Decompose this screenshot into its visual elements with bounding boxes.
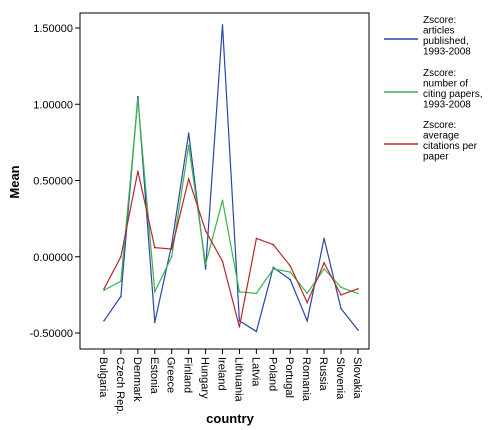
- x-tick-label: Portugal: [283, 357, 295, 398]
- data-point: [137, 98, 139, 101]
- x-tick-label: Finland: [182, 357, 194, 393]
- x-tick-label: Denmark: [131, 357, 143, 402]
- data-point: [137, 95, 139, 98]
- legend-label-line: citations per: [423, 141, 478, 152]
- data-point: [340, 294, 342, 296]
- y-tick-label: 0.50000: [33, 176, 73, 188]
- series-line-2: [103, 99, 359, 295]
- data-point: [289, 271, 292, 273]
- legend-label-line: 1993-2008: [423, 100, 471, 111]
- data-point: [272, 266, 275, 269]
- data-point: [103, 320, 105, 322]
- data-point: [323, 262, 325, 264]
- data-point: [170, 255, 173, 258]
- data-point: [357, 329, 359, 331]
- data-point: [255, 330, 258, 333]
- x-tick-label: Slovenia: [334, 357, 346, 400]
- data-point: [221, 24, 224, 26]
- y-axis-title: Mean: [7, 165, 22, 198]
- legend: Zscore:articlespublished,1993-2008Zscore…: [384, 15, 482, 163]
- x-tick-label: Latvia: [249, 357, 261, 387]
- legend-label-line: paper: [423, 152, 449, 163]
- data-point: [340, 307, 342, 310]
- data-point: [306, 301, 308, 304]
- data-point: [323, 237, 325, 240]
- data-point: [137, 170, 139, 173]
- data-point: [153, 291, 156, 293]
- data-point: [323, 268, 325, 270]
- x-tick-label: Estonia: [148, 357, 160, 395]
- data-point: [153, 246, 156, 249]
- data-point: [272, 268, 275, 270]
- data-point: [306, 292, 308, 295]
- data-point: [221, 260, 224, 263]
- data-point: [204, 263, 207, 266]
- data-point: [153, 321, 156, 324]
- x-tick-label: Russia: [317, 357, 329, 392]
- data-point: [120, 295, 122, 298]
- x-tick-label: Slovakia: [351, 357, 363, 399]
- series-layer: [103, 24, 359, 333]
- data-point: [238, 320, 241, 322]
- legend-label-line: average: [423, 131, 460, 142]
- data-point: [357, 287, 359, 290]
- data-point: [204, 268, 207, 270]
- x-tick-label: Poland: [266, 357, 278, 391]
- x-tick-label: Hungary: [199, 357, 211, 399]
- y-tick-label: 0.00000: [33, 252, 73, 264]
- data-point: [187, 132, 190, 135]
- y-tick-label: -0.50000: [30, 328, 73, 340]
- data-point: [103, 287, 105, 290]
- series-line-3: [103, 171, 359, 328]
- data-point: [289, 278, 292, 281]
- x-tick-label: Greece: [165, 357, 177, 393]
- legend-label-line: Zscore:: [423, 120, 456, 131]
- data-point: [238, 326, 241, 328]
- data-point: [103, 289, 105, 292]
- data-point: [187, 144, 190, 147]
- data-point: [120, 255, 122, 258]
- x-axis-title: country: [206, 411, 254, 426]
- data-point: [255, 237, 258, 240]
- series-line-1: [103, 24, 359, 333]
- y-tick-label: 1.00000: [33, 99, 73, 111]
- legend-label-line: Zscore:: [423, 15, 456, 26]
- legend-label-line: number of: [423, 79, 468, 90]
- data-point: [120, 280, 122, 282]
- data-point: [340, 286, 342, 289]
- x-axis: Bulgaria Czech Rep. Denmark Estonia Greece Fi…: [97, 349, 363, 414]
- legend-label-line: Zscore:: [423, 68, 456, 79]
- data-point: [187, 178, 190, 180]
- legend-label-line: articles: [423, 26, 455, 37]
- data-point: [272, 243, 275, 246]
- y-axis: 1.50000 1.00000 0.50000 0.00000 -0.50000: [30, 23, 80, 340]
- data-point: [221, 199, 224, 202]
- x-tick-label: Ireland: [216, 357, 228, 391]
- x-tick-label: Bulgaria: [97, 357, 109, 398]
- legend-label-line: published,: [423, 36, 469, 47]
- y-tick-label: 1.50000: [33, 23, 73, 35]
- data-point: [289, 265, 292, 267]
- legend-label-line: 1993-2008: [423, 47, 471, 58]
- x-tick-label: Romania: [300, 357, 312, 402]
- x-tick-label: Czech Rep.: [114, 357, 126, 414]
- data-point: [204, 230, 207, 232]
- legend-label-line: citing papers,: [423, 89, 482, 100]
- x-tick-label: Lithuania: [232, 357, 244, 403]
- data-point: [170, 248, 173, 250]
- data-point: [357, 292, 359, 295]
- data-point: [255, 292, 258, 295]
- data-point: [306, 320, 308, 322]
- data-point: [238, 291, 241, 293]
